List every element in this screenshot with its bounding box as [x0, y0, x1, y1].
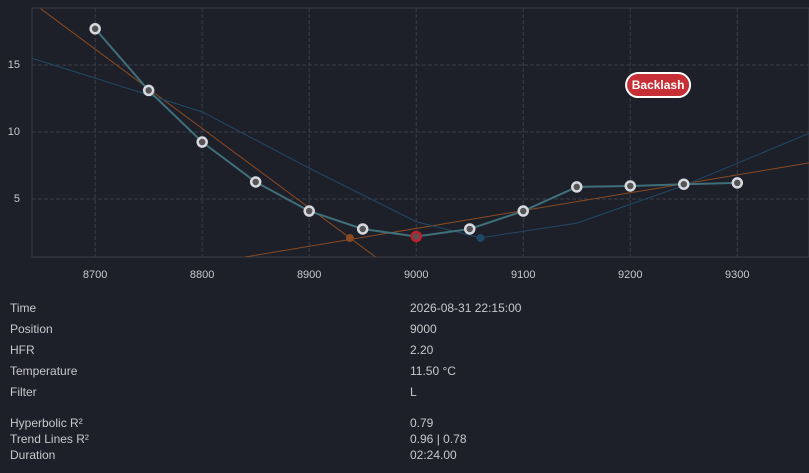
detail-value: L — [410, 385, 417, 399]
detail-label: HFR — [10, 343, 35, 357]
data-point — [571, 181, 583, 193]
data-point — [356, 223, 369, 235]
x-tick-label: 9200 — [618, 269, 642, 281]
detail-label: Temperature — [10, 364, 78, 378]
detail-value: 2.20 — [410, 343, 434, 357]
fit-point — [345, 233, 354, 242]
x-tick-label: 9100 — [511, 269, 535, 281]
annotation-badge — [625, 72, 692, 99]
detail-label: Time — [10, 301, 37, 315]
detail-label: Hyperbolic R² — [10, 416, 83, 430]
data-point — [463, 223, 476, 235]
x-tick-label: 9300 — [725, 269, 749, 281]
x-tick-label: 8700 — [83, 269, 107, 281]
data-point — [410, 230, 422, 243]
detail-value: 0.96 | 0.78 — [410, 432, 467, 446]
detail-label: Trend Lines R² — [10, 432, 89, 446]
annotation-text: Backlash — [632, 78, 685, 92]
data-point — [89, 23, 101, 35]
data-point — [196, 136, 208, 148]
plot-area — [31, 7, 809, 258]
detail-label: Filter — [10, 385, 37, 399]
y-tick-label: 15 — [8, 59, 20, 71]
detail-label: Position — [10, 322, 53, 336]
x-tick-label: 8900 — [297, 269, 321, 281]
detail-value: 0.79 — [410, 416, 434, 430]
detail-value: 02:24.00 — [410, 448, 457, 462]
x-tick-label: 9000 — [404, 269, 428, 281]
fit-line — [32, 57, 809, 239]
data-point — [517, 205, 529, 217]
data-point — [303, 205, 315, 217]
detail-value: 11.50 °C — [410, 364, 456, 378]
data-point — [678, 178, 690, 190]
detail-label: Duration — [10, 448, 55, 462]
x-tick-label: 8800 — [190, 269, 214, 281]
fit-point — [476, 233, 485, 242]
y-tick-label: 10 — [8, 126, 20, 138]
y-tick-label: 5 — [14, 193, 20, 205]
data-point — [142, 84, 155, 97]
detail-value: 9000 — [410, 322, 437, 336]
data-point — [731, 177, 744, 189]
data-point — [249, 176, 262, 188]
detail-value: 2026-08-31 22:15:00 — [410, 301, 522, 315]
data-point — [624, 180, 637, 192]
